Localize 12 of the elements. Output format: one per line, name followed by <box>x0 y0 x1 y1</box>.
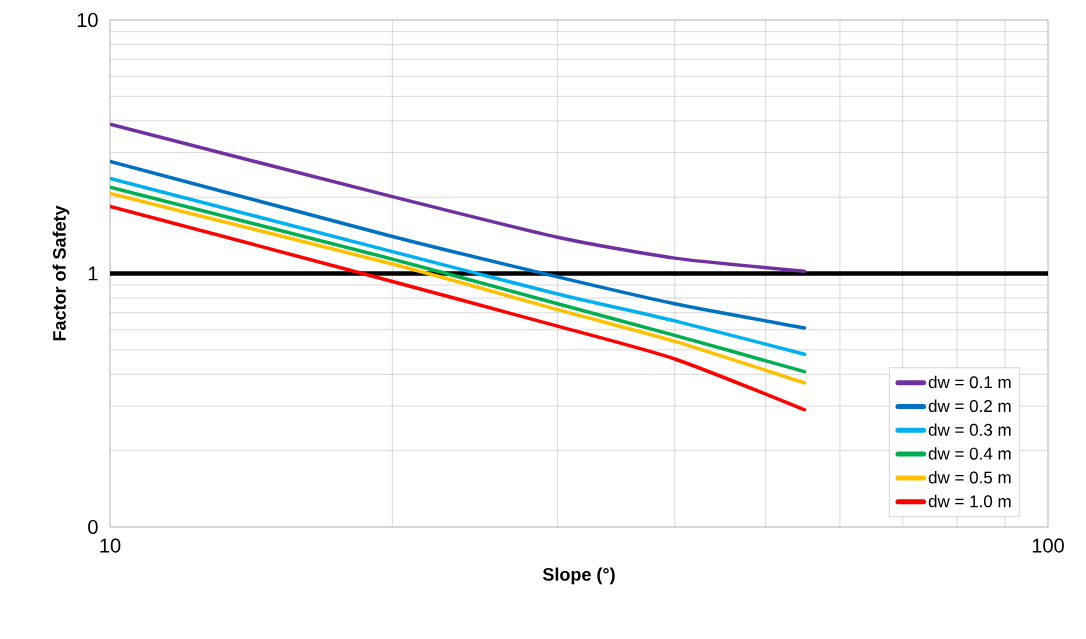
y-axis-title: Factor of Safety <box>52 205 70 341</box>
legend-label: dw = 0.2 m <box>928 399 1011 413</box>
x-tick-label: 100 <box>1032 538 1064 553</box>
y-tick-label: 1 <box>88 266 98 281</box>
legend-label: dw = 1.0 m <box>928 494 1011 508</box>
x-axis-title: Slope (°) <box>542 567 615 585</box>
legend-label: dw = 0.5 m <box>928 471 1011 484</box>
y-tick-label: 0 <box>88 519 98 535</box>
y-tick-label: 10 <box>77 12 98 28</box>
legend-label: dw = 0.4 m <box>928 447 1011 460</box>
legend-label: dw = 0.1 m <box>928 375 1011 389</box>
legend-label: dw = 0.3 m <box>928 423 1011 436</box>
